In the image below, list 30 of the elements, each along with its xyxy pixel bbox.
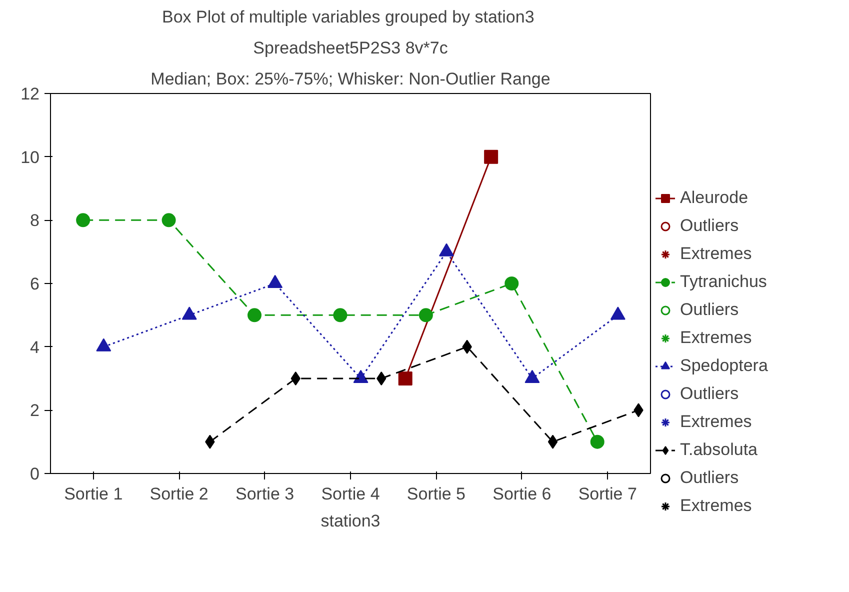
x-tick-label: Sortie 4: [321, 484, 380, 504]
legend-label: Aleurode: [680, 187, 748, 209]
y-tick-label: 8: [30, 211, 40, 230]
y-tick-label: 0: [30, 464, 40, 484]
x-tick-label: Sortie 5: [406, 484, 466, 504]
legend-label: Outliers: [680, 299, 739, 321]
legend-label: Extremes: [680, 327, 752, 349]
chart-title: Box Plot of multiple variables grouped by station3: [162, 8, 534, 26]
x-tick-label: Sortie 6: [492, 484, 552, 504]
legend-label: Extremes: [680, 495, 752, 517]
y-tick-label: 6: [30, 274, 40, 294]
x-axis-title: station3: [320, 512, 380, 530]
y-tick-label: 2: [30, 401, 40, 420]
legend-label: Outliers: [680, 215, 739, 237]
y-tick-label: 10: [20, 148, 40, 167]
legend-label: Outliers: [680, 383, 739, 405]
legend-label: Spedoptera: [680, 355, 768, 377]
chart-subtitle: Spreadsheet5P2S3 8v*7c: [253, 38, 448, 58]
x-tick-label: Sortie 3: [235, 484, 294, 504]
y-tick-label: 12: [20, 84, 40, 104]
legend-label: Outliers: [680, 467, 739, 489]
x-tick-label: Sortie 2: [150, 484, 208, 504]
x-tick-label: Sortie 7: [578, 484, 637, 504]
x-tick-label: Sortie 1: [64, 484, 123, 504]
legend-label: Extremes: [680, 411, 752, 433]
y-tick-label: 4: [30, 338, 40, 357]
legend-label: Extremes: [680, 243, 752, 265]
legend-label: T.absoluta: [680, 439, 758, 461]
text: Median; Box: 25%-75%; Whisker: Non-Outlier Range: [150, 70, 550, 88]
legend-label: Tytranichus: [680, 271, 767, 293]
